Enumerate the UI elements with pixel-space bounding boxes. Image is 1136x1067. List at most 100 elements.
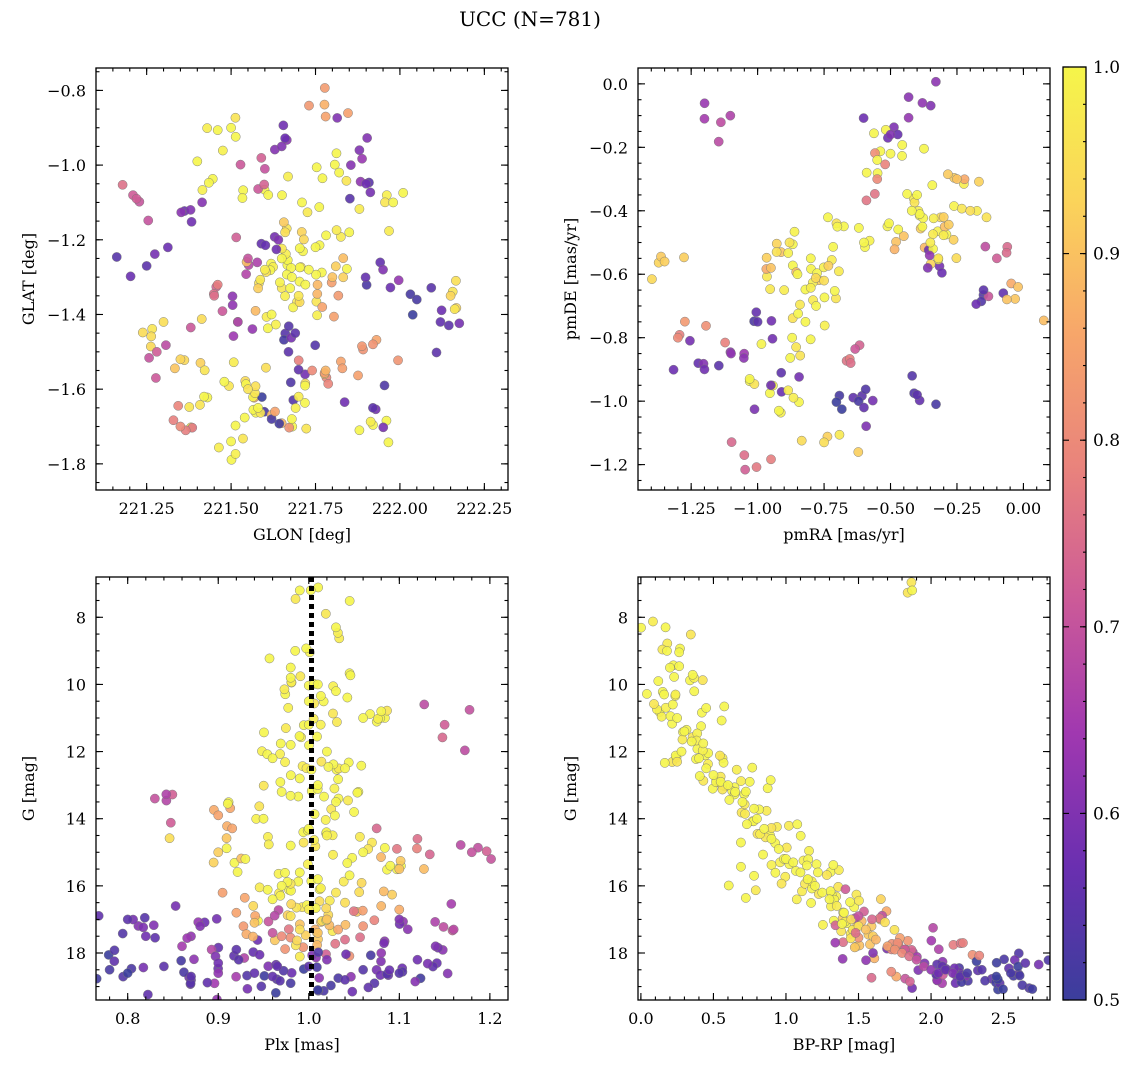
- data-point: [380, 843, 390, 853]
- data-point: [642, 689, 652, 699]
- data-point: [1006, 968, 1016, 978]
- data-point: [150, 932, 160, 943]
- y-tick-label: 8: [618, 608, 628, 627]
- data-point: [341, 949, 351, 960]
- data-point: [316, 883, 326, 894]
- data-point: [773, 844, 784, 854]
- data-point: [669, 672, 679, 682]
- data-point: [212, 279, 223, 290]
- data-point: [217, 306, 228, 316]
- x-tick-label: −0.75: [800, 499, 849, 518]
- data-point: [276, 253, 287, 264]
- data-point: [1038, 315, 1049, 326]
- data-point: [143, 989, 153, 1000]
- data-point: [991, 957, 1002, 968]
- data-point: [719, 701, 730, 712]
- data-point: [192, 156, 203, 167]
- colorbar-tick-label: 0.9: [1093, 245, 1120, 265]
- data-point: [885, 148, 896, 159]
- figure-title: UCC (N=781): [459, 7, 601, 31]
- data-point: [331, 225, 342, 235]
- data-point: [313, 679, 323, 690]
- data-point: [263, 839, 274, 850]
- data-point: [293, 290, 304, 301]
- data-point: [726, 437, 737, 447]
- colorbar-gradient: [1063, 67, 1086, 1000]
- data-point: [316, 756, 327, 767]
- data-point: [1013, 282, 1023, 292]
- data-point: [197, 185, 208, 195]
- x-tick-label: 2.0: [918, 1009, 943, 1028]
- data-point: [259, 179, 270, 190]
- y-tick-label: 16: [66, 877, 86, 896]
- data-point: [379, 380, 390, 391]
- data-point: [330, 938, 341, 949]
- data-point: [858, 113, 869, 123]
- data-point: [672, 756, 682, 767]
- colorbar-tick-label: 0.6: [1093, 804, 1120, 824]
- data-point: [931, 76, 941, 87]
- data-point: [300, 398, 310, 408]
- data-point: [369, 915, 380, 926]
- data-point: [263, 190, 274, 200]
- data-point: [781, 842, 792, 853]
- x-tick-label: 1.5: [846, 1009, 871, 1028]
- data-point: [902, 189, 912, 199]
- data-point: [980, 241, 991, 252]
- scatter-points: [111, 83, 465, 465]
- data-point: [340, 897, 350, 908]
- data-point: [233, 954, 244, 965]
- data-point: [302, 207, 313, 218]
- data-point: [314, 973, 325, 983]
- data-point: [290, 403, 301, 413]
- data-point: [260, 264, 270, 275]
- data-point: [256, 153, 267, 163]
- axes-frame: [637, 67, 1051, 491]
- data-point: [294, 773, 305, 784]
- data-point: [307, 365, 317, 376]
- data-point: [342, 858, 353, 868]
- data-point: [182, 933, 192, 943]
- data-point: [240, 854, 251, 864]
- data-point: [917, 98, 928, 108]
- y-tick-label: 12: [608, 743, 628, 762]
- data-point: [723, 880, 734, 891]
- data-point: [344, 227, 355, 238]
- data-point: [322, 746, 332, 757]
- data-point: [405, 289, 416, 300]
- data-point: [795, 350, 806, 361]
- data-point: [464, 704, 475, 715]
- data-point: [344, 596, 355, 606]
- data-point: [1017, 980, 1028, 990]
- data-point: [766, 380, 776, 391]
- data-point: [356, 878, 367, 888]
- data-point: [407, 309, 418, 320]
- data-point: [354, 425, 365, 436]
- data-point: [321, 230, 331, 241]
- data-point: [805, 334, 816, 345]
- data-point: [283, 346, 294, 357]
- data-point: [426, 282, 437, 293]
- data-point: [322, 954, 332, 965]
- data-point: [228, 357, 239, 368]
- data-point: [752, 317, 763, 327]
- colorbar-tick-label: 0.7: [1093, 618, 1120, 638]
- colorbar-tick-label: 0.8: [1093, 431, 1120, 451]
- data-point: [744, 374, 755, 384]
- data-point: [962, 968, 973, 978]
- y-tick-label: 14: [608, 810, 628, 829]
- data-point: [258, 780, 269, 791]
- data-point: [660, 622, 671, 633]
- data-point: [1010, 294, 1020, 304]
- data-point: [762, 783, 773, 794]
- data-point: [928, 922, 938, 933]
- data-point: [653, 676, 664, 686]
- data-point: [341, 175, 352, 186]
- data-point: [319, 791, 329, 802]
- data-point: [740, 809, 750, 819]
- data-point: [759, 823, 770, 834]
- data-point: [928, 213, 939, 224]
- data-point: [290, 646, 301, 656]
- data-point: [859, 402, 869, 413]
- data-point: [387, 889, 397, 900]
